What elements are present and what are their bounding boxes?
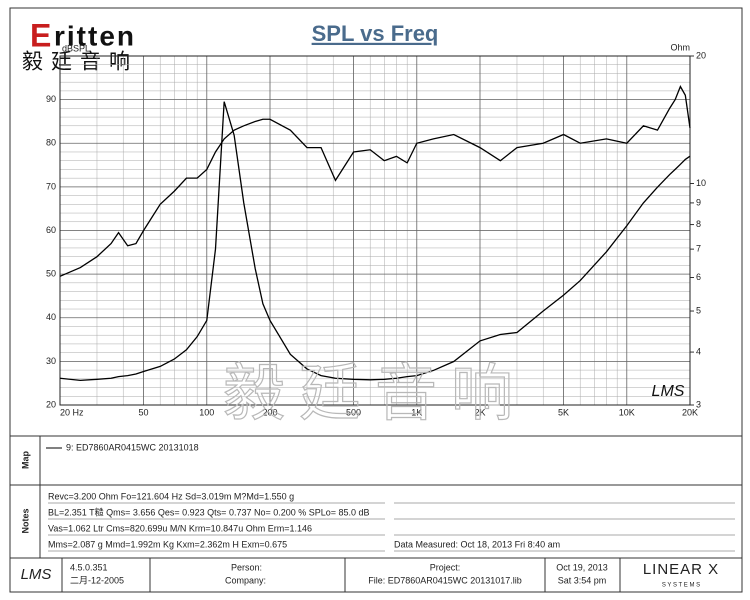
footer-time: Sat 3:54 pm bbox=[558, 575, 607, 585]
series-line bbox=[59, 101, 691, 382]
note-line: BL=2.351 T糙 Qms= 3.656 Qes= 0.923 Qts= 0… bbox=[48, 506, 370, 517]
plot-frame bbox=[59, 55, 691, 406]
note-line: Revc=3.200 Ohm Fo=121.604 Hz Sd=3.019m M… bbox=[48, 491, 294, 501]
logo-brand: ritten bbox=[54, 20, 136, 51]
series-line bbox=[59, 85, 691, 277]
logo-mark: E bbox=[30, 17, 51, 53]
y-tick-label: 30 bbox=[46, 356, 56, 366]
y2-tick-label: 3 bbox=[696, 399, 701, 409]
notes-label: Notes bbox=[20, 508, 30, 533]
footer-person: Person: bbox=[231, 562, 262, 572]
y2-tick-label: 6 bbox=[696, 272, 701, 282]
x-tick-label: 5K bbox=[558, 407, 569, 417]
y2-tick-label: 7 bbox=[696, 244, 701, 254]
footer-file: File: ED7860AR0415WC 20131017.lib bbox=[368, 575, 522, 585]
y-tick-label: 60 bbox=[46, 225, 56, 235]
x-tick-label: 20K bbox=[682, 407, 698, 417]
y2-tick-label: 4 bbox=[696, 346, 701, 356]
y2-tick-label: 20 bbox=[696, 50, 706, 60]
y-tick-label: 70 bbox=[46, 181, 56, 191]
y-tick-label: 80 bbox=[46, 138, 56, 148]
chart-title: SPL vs Freq bbox=[312, 21, 439, 46]
watermark: 毅廷音响 bbox=[223, 359, 527, 428]
x-tick-label: 50 bbox=[139, 407, 149, 417]
footer-version: 4.5.0.351 bbox=[70, 562, 108, 572]
y2-tick-label: 9 bbox=[696, 197, 701, 207]
footer-company: Company: bbox=[225, 575, 266, 585]
x-tick-label: 1K bbox=[411, 407, 422, 417]
y-axis-label: dBSPL bbox=[62, 43, 90, 53]
note-line: Vas=1.062 Ltr Cms=820.699u M/N Krm=10.84… bbox=[48, 523, 312, 533]
x-tick-label: 100 bbox=[199, 407, 214, 417]
x-tick-label: 2K bbox=[474, 407, 485, 417]
y2-axis-label: Ohm bbox=[670, 42, 690, 52]
x-tick-label: 20 Hz bbox=[60, 407, 84, 417]
footer-brand-sub: S Y S T E M S bbox=[662, 583, 700, 589]
y-tick-label: 20 bbox=[46, 399, 56, 409]
footer-brand: LINEAR X bbox=[643, 561, 719, 578]
y2-tick-label: 5 bbox=[696, 305, 701, 315]
y-tick-label: 90 bbox=[46, 94, 56, 104]
footer-build: 二月-12-2005 bbox=[70, 575, 124, 585]
x-tick-label: 500 bbox=[346, 407, 361, 417]
note-rules bbox=[48, 502, 735, 552]
y-tick-label: 50 bbox=[46, 269, 56, 279]
footer-date: Oct 19, 2013 bbox=[556, 562, 608, 572]
note-line: Mms=2.087 g Mmd=1.992m Kg Kxm=2.362m H E… bbox=[48, 539, 287, 549]
y2-tick-label: 10 bbox=[696, 178, 706, 188]
footer-project: Project: bbox=[430, 562, 461, 572]
map-label: Map bbox=[20, 450, 30, 469]
chart-annotation: LMS bbox=[652, 383, 685, 400]
outer-frame bbox=[9, 7, 743, 593]
x-tick-label: 10K bbox=[619, 407, 635, 417]
x-tick-label: 200 bbox=[262, 407, 277, 417]
note-measured: Data Measured: Oct 18, 2013 Fri 8:40 am bbox=[394, 539, 560, 549]
legend-entry: 9: ED7860AR0415WC 20131018 bbox=[66, 442, 199, 452]
y2-tick-label: 8 bbox=[696, 219, 701, 229]
footer-cells bbox=[61, 558, 621, 592]
logo-chinese: 毅廷音响 bbox=[22, 51, 138, 74]
y-tick-label: 40 bbox=[46, 312, 56, 322]
footer-logo: LMS bbox=[21, 566, 52, 583]
